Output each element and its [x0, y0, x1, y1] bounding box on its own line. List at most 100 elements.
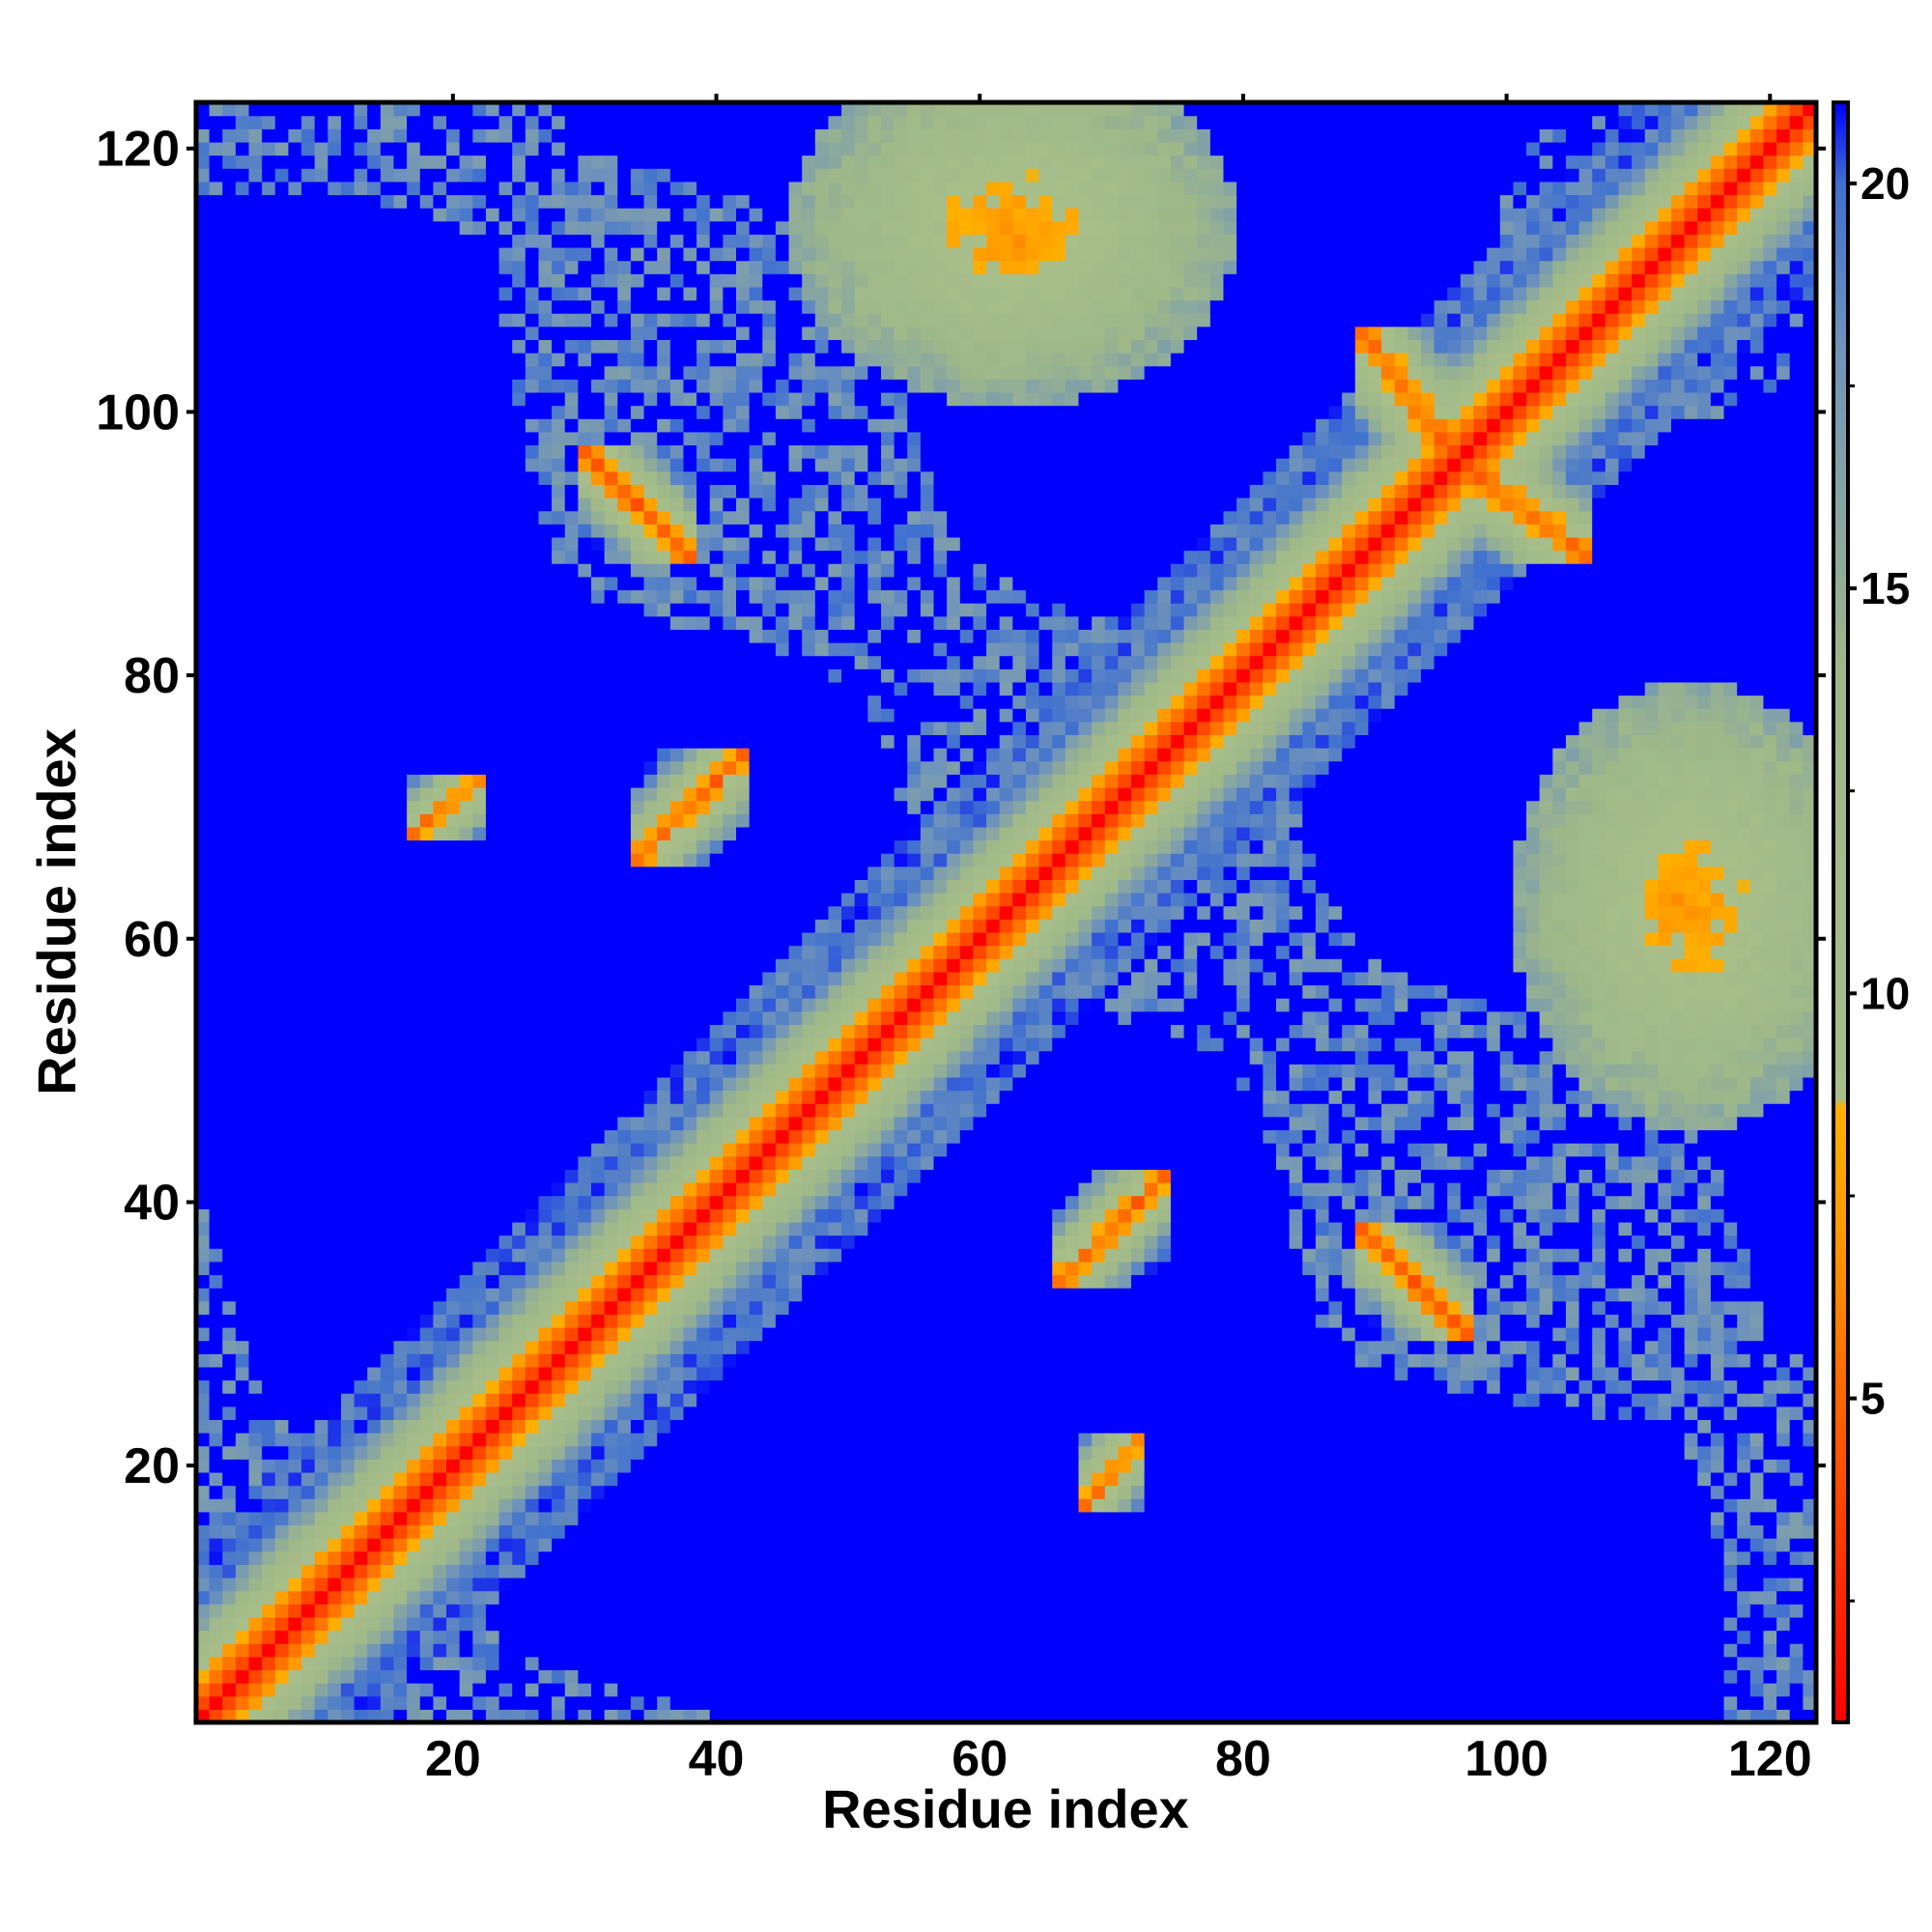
- heatmap-cell: [340, 458, 355, 472]
- heatmap-cell: [696, 1050, 711, 1065]
- heatmap-cell: [446, 1538, 461, 1552]
- heatmap-cell: [669, 1459, 685, 1473]
- heatmap-cell: [564, 484, 579, 498]
- heatmap-cell: [459, 431, 473, 446]
- heatmap-cell: [367, 1221, 382, 1236]
- heatmap-cell: [564, 1683, 579, 1697]
- heatmap-cell: [262, 286, 276, 301]
- heatmap-cell: [669, 1656, 685, 1671]
- heatmap-cell: [354, 1577, 368, 1592]
- heatmap-cell: [723, 984, 737, 999]
- heatmap-cell: [657, 1274, 671, 1289]
- heatmap-cell: [591, 1564, 606, 1578]
- heatmap-cell: [538, 748, 553, 762]
- heatmap-cell: [209, 1274, 223, 1289]
- heatmap-cell: [393, 1076, 408, 1092]
- heatmap-cell: [314, 721, 328, 736]
- heatmap-cell: [683, 668, 697, 683]
- heatmap-cell: [419, 1550, 435, 1565]
- heatmap-cell: [446, 721, 461, 736]
- heatmap-cell: [696, 1182, 711, 1197]
- heatmap-cell: [248, 1248, 263, 1263]
- heatmap-cell: [235, 721, 250, 736]
- heatmap-cell: [617, 181, 632, 196]
- heatmap-cell: [485, 102, 500, 117]
- heatmap-cell: [209, 1353, 223, 1368]
- heatmap-cell: [274, 444, 290, 459]
- heatmap-cell: [407, 155, 421, 169]
- heatmap-cell: [472, 589, 487, 604]
- heatmap-cell: [354, 1050, 368, 1065]
- heatmap-cell: [248, 813, 263, 828]
- heatmap-cell: [723, 1064, 737, 1078]
- heatmap-cell: [235, 1564, 250, 1578]
- heatmap-cell: [222, 1010, 237, 1025]
- heatmap-cell: [643, 642, 658, 657]
- heatmap-cell: [525, 234, 540, 248]
- heatmap-cell: [525, 115, 540, 129]
- heatmap-cell: [393, 668, 408, 683]
- heatmap-cell: [380, 958, 395, 973]
- heatmap-cell: [604, 391, 618, 407]
- heatmap-cell: [498, 1288, 513, 1302]
- heatmap-cell: [683, 220, 697, 235]
- heatmap-cell: [222, 642, 237, 657]
- heatmap-cell: [274, 128, 290, 143]
- heatmap-cell: [274, 260, 290, 274]
- heatmap-cell: [669, 484, 685, 498]
- heatmap-cell: [301, 786, 316, 802]
- heatmap-cell: [578, 708, 592, 723]
- heatmap-cell: [591, 1485, 606, 1499]
- heatmap-cell: [525, 1064, 540, 1078]
- heatmap-cell: [367, 1300, 382, 1315]
- heatmap-cell: [485, 1169, 500, 1183]
- heatmap-cell: [643, 1169, 658, 1183]
- heatmap-cell: [459, 1445, 473, 1460]
- heatmap-cell: [657, 246, 671, 262]
- heatmap-cell: [696, 246, 711, 262]
- heatmap-cell: [380, 576, 395, 591]
- heatmap-cell: [235, 589, 250, 604]
- heatmap-cell: [367, 115, 382, 129]
- heatmap-cell: [209, 365, 223, 380]
- heatmap-cell: [340, 1379, 355, 1394]
- heatmap-cell: [630, 1208, 645, 1223]
- heatmap-cell: [604, 1630, 618, 1644]
- heatmap-cell: [446, 1314, 461, 1328]
- heatmap-cell: [340, 1248, 355, 1263]
- heatmap-cell: [262, 1669, 276, 1684]
- heatmap-cell: [591, 1379, 606, 1394]
- heatmap-cell: [591, 1656, 606, 1671]
- heatmap-cell: [380, 405, 395, 419]
- heatmap-cell: [196, 800, 211, 814]
- heatmap-cell: [301, 141, 316, 156]
- heatmap-cell: [512, 379, 526, 393]
- heatmap-cell: [472, 313, 487, 327]
- heatmap-cell: [327, 1103, 342, 1118]
- heatmap-cell: [669, 905, 685, 920]
- heatmap-cell: [472, 1590, 487, 1605]
- heatmap-cell: [485, 1643, 500, 1658]
- heatmap-cell: [301, 879, 316, 894]
- heatmap-cell: [709, 945, 724, 959]
- heatmap-cell: [288, 1064, 302, 1078]
- heatmap-cell: [196, 655, 211, 669]
- heatmap-cell: [262, 1300, 276, 1315]
- heatmap-cell: [248, 1195, 263, 1209]
- heatmap-cell: [459, 353, 473, 367]
- heatmap-cell: [235, 1235, 250, 1249]
- heatmap-cell: [314, 1498, 328, 1513]
- heatmap-cell: [630, 1406, 645, 1421]
- heatmap-cell: [617, 1366, 632, 1381]
- heatmap-cell: [196, 484, 211, 498]
- heatmap-cell: [512, 1024, 526, 1038]
- heatmap-cell: [485, 1182, 500, 1197]
- heatmap-cell: [380, 470, 395, 485]
- heatmap-cell: [222, 813, 237, 828]
- heatmap-cell: [196, 194, 211, 209]
- heatmap-cell: [472, 945, 487, 959]
- heatmap-cell: [564, 326, 579, 341]
- heatmap-cell: [696, 603, 711, 617]
- heatmap-cell: [669, 353, 685, 367]
- heatmap-cell: [248, 576, 263, 591]
